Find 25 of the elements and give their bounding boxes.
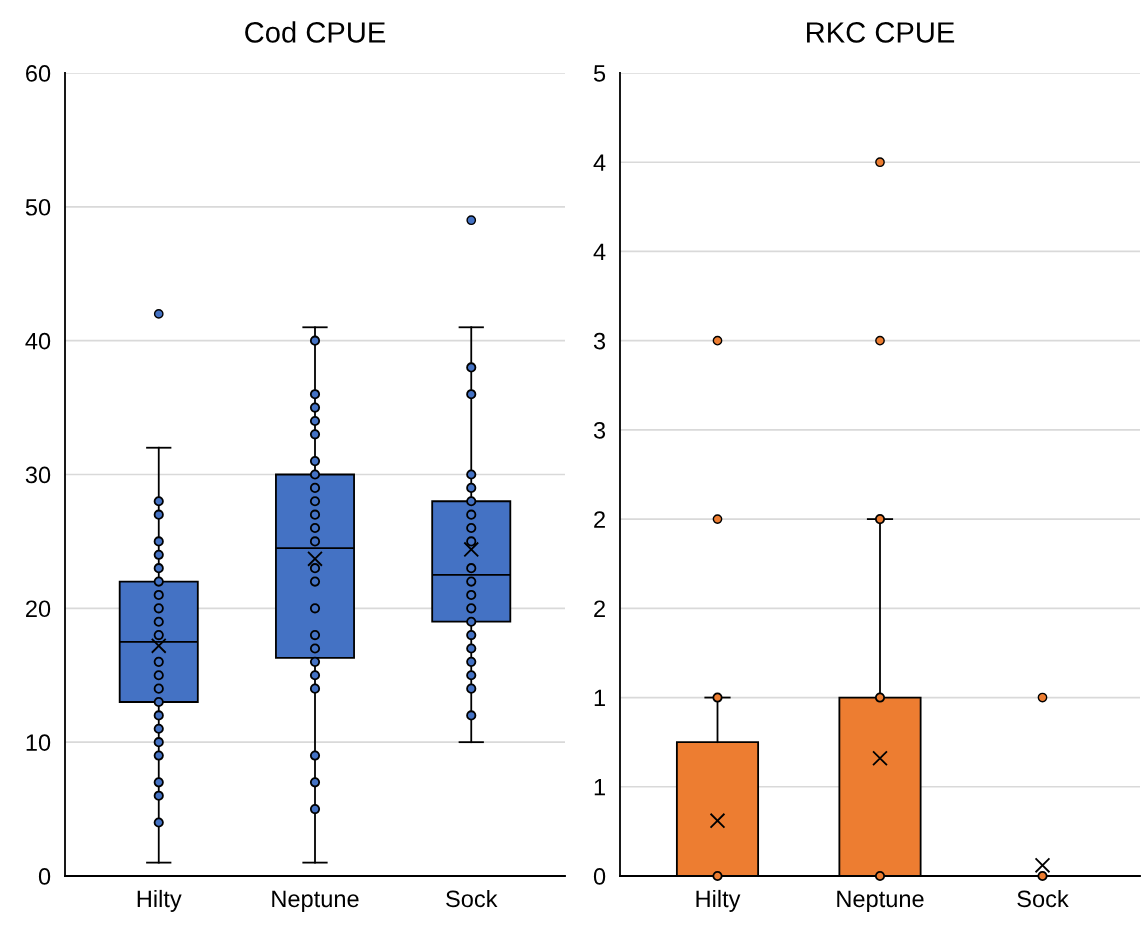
y-tick-label: 40 (25, 332, 51, 350)
y-tick-label: 0 (593, 868, 606, 885)
y-tick-label: 3 (593, 421, 606, 439)
x-tick-label: Neptune (272, 890, 359, 912)
chart-title: RKC CPUE (807, 22, 955, 43)
y-tick-label: 4 (593, 154, 606, 171)
y-tick-label: 1 (594, 689, 605, 707)
y-tick-label: 1 (594, 779, 605, 796)
y-tick-label: 5 (593, 65, 606, 82)
x-tick-label: Hilty (696, 889, 741, 912)
y-tick-label: 3 (593, 332, 606, 350)
y-tick-label: 60 (26, 65, 51, 82)
x-tick-label: Sock (446, 889, 498, 908)
y-tick-label: 2 (594, 511, 605, 528)
y-tick-label: 0 (38, 868, 51, 885)
x-tick-label: Hilty (137, 889, 182, 912)
y-tick-label: 20 (26, 600, 51, 618)
y-tick-label: 2 (594, 600, 605, 617)
y-tick-label: 4 (593, 243, 606, 260)
x-tick-label: Sock (1017, 889, 1069, 908)
y-tick-label: 10 (26, 734, 51, 751)
x-tick-label: Neptune (837, 890, 924, 912)
chart-title: Cod CPUE (245, 21, 386, 43)
y-tick-label: 50 (25, 198, 51, 216)
y-tick-label: 30 (25, 466, 51, 484)
